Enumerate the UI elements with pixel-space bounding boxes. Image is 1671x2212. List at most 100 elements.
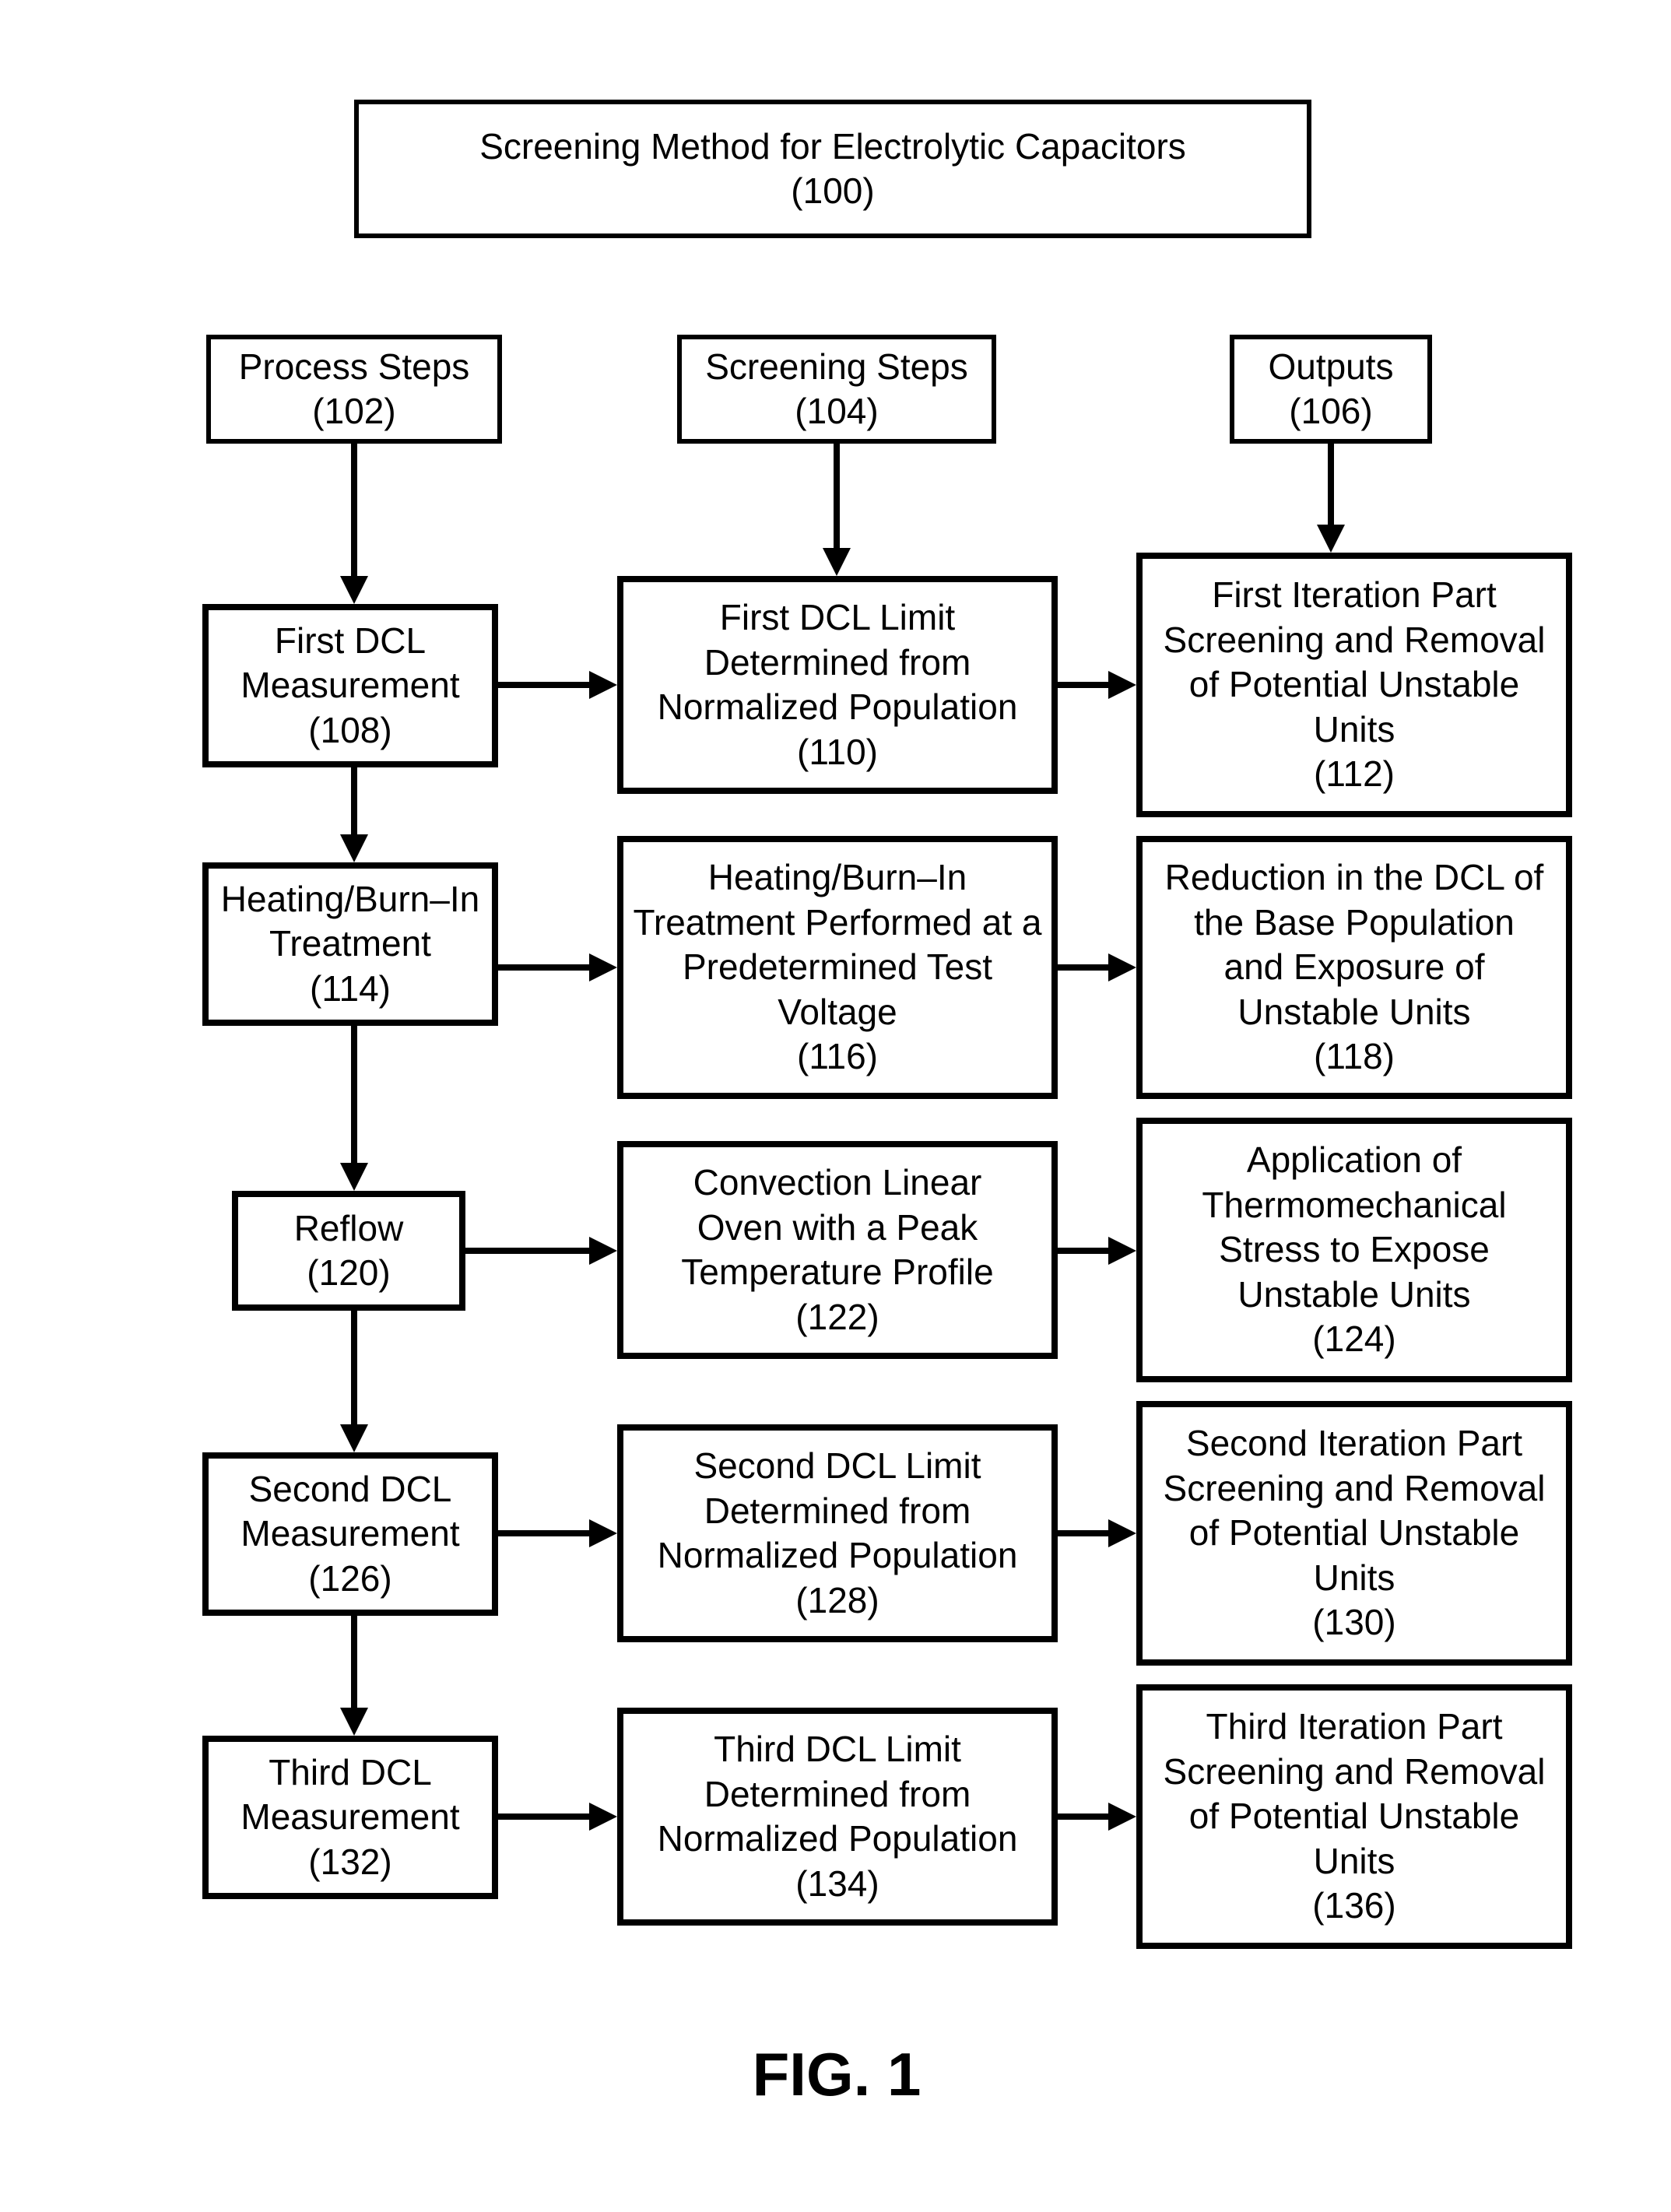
- box-text-line: (120): [307, 1251, 390, 1296]
- box-text-line: and Exposure of: [1223, 945, 1484, 990]
- box-text-line: Stress to Expose: [1219, 1227, 1490, 1273]
- box-text-line: Units: [1314, 1556, 1395, 1601]
- box-text-line: of Potential Unstable: [1189, 1794, 1520, 1839]
- box-text-line: Reflow: [294, 1206, 404, 1252]
- arrow-head: [340, 1424, 368, 1452]
- box-text-line: (134): [795, 1862, 879, 1907]
- box-text-line: (100): [791, 169, 874, 214]
- box-text-line: (112): [1314, 752, 1395, 797]
- arrow-head: [823, 548, 851, 576]
- box-text-line: Reduction in the DCL of: [1165, 855, 1544, 901]
- box-text-line: (128): [795, 1578, 879, 1624]
- box-text-line: Third DCL Limit: [714, 1727, 961, 1772]
- box-text-line: Screening Method for Electrolytic Capaci…: [479, 125, 1186, 170]
- title-box: Screening Method for Electrolytic Capaci…: [354, 100, 1311, 238]
- box-text-line: Measurement: [240, 1795, 459, 1840]
- heating-burnin: Heating/Burn–InTreatment(114): [202, 862, 498, 1026]
- box-text-line: Unstable Units: [1237, 1273, 1470, 1318]
- box-text-line: Outputs: [1268, 345, 1393, 390]
- box-text-line: Screening and Removal: [1164, 618, 1546, 663]
- box-text-line: Treatment Performed at a: [634, 901, 1042, 946]
- reduction-dcl-output: Reduction in the DCL ofthe Base Populati…: [1136, 836, 1572, 1099]
- arrow-head: [1108, 1803, 1136, 1831]
- arrow-head: [589, 1519, 617, 1547]
- arrow-head: [1108, 1519, 1136, 1547]
- box-text-line: Screening and Removal: [1164, 1466, 1546, 1512]
- second-iteration-output: Second Iteration PartScreening and Remov…: [1136, 1401, 1572, 1666]
- box-text-line: (122): [795, 1295, 879, 1340]
- arrow-head: [589, 1237, 617, 1265]
- box-text-line: Thermomechanical: [1202, 1183, 1506, 1228]
- box-text-line: Heating/Burn–In: [221, 877, 479, 922]
- arrow-head: [1108, 1237, 1136, 1265]
- box-text-line: of Potential Unstable: [1189, 1511, 1520, 1556]
- box-text-line: Temperature Profile: [681, 1250, 993, 1295]
- reflow: Reflow(120): [232, 1191, 465, 1311]
- arrow-head: [340, 576, 368, 604]
- box-text-line: First DCL: [275, 619, 426, 664]
- third-iteration-output: Third Iteration PartScreening and Remova…: [1136, 1684, 1572, 1949]
- box-text-line: (132): [308, 1840, 391, 1885]
- arrow-head: [589, 953, 617, 981]
- box-text-line: Third DCL: [269, 1750, 432, 1796]
- box-text-line: Convection Linear: [693, 1160, 982, 1206]
- box-text-line: Treatment: [269, 922, 431, 967]
- box-text-line: Units: [1314, 1839, 1395, 1884]
- box-text-line: Normalized Population: [658, 1817, 1018, 1862]
- first-iteration-output: First Iteration PartScreening and Remova…: [1136, 553, 1572, 817]
- box-text-line: (104): [795, 389, 878, 434]
- box-text-line: Second DCL: [249, 1467, 452, 1512]
- figure-label: FIG. 1: [669, 2039, 1004, 2110]
- box-text-line: Normalized Population: [658, 685, 1018, 730]
- outputs: Outputs(106): [1230, 335, 1432, 444]
- third-dcl-limit: Third DCL LimitDetermined fromNormalized…: [617, 1708, 1058, 1926]
- arrow-head: [589, 671, 617, 699]
- box-text-line: (110): [797, 730, 878, 775]
- box-text-line: Voltage: [778, 990, 897, 1035]
- arrow-head: [1317, 525, 1345, 553]
- arrow-head: [340, 834, 368, 862]
- box-text-line: Measurement: [240, 1512, 459, 1557]
- box-text-line: Normalized Population: [658, 1533, 1018, 1578]
- box-text-line: Second Iteration Part: [1186, 1421, 1522, 1466]
- box-text-line: Second DCL Limit: [693, 1444, 981, 1489]
- arrow-head: [340, 1708, 368, 1736]
- box-text-line: (136): [1312, 1884, 1395, 1929]
- box-text-line: (130): [1312, 1600, 1395, 1645]
- arrow-head: [1108, 671, 1136, 699]
- box-text-line: Process Steps: [239, 345, 470, 390]
- box-text-line: Units: [1314, 707, 1395, 753]
- box-text-line: (126): [308, 1557, 391, 1602]
- box-text-line: Screening and Removal: [1164, 1750, 1546, 1795]
- box-text-line: Determined from: [704, 641, 971, 686]
- box-text-line: Third Iteration Part: [1206, 1705, 1503, 1750]
- arrow-head: [589, 1803, 617, 1831]
- first-dcl-measurement: First DCLMeasurement(108): [202, 604, 498, 767]
- box-text-line: Measurement: [240, 663, 459, 708]
- box-text-line: Determined from: [704, 1772, 971, 1817]
- box-text-line: (102): [312, 389, 395, 434]
- first-dcl-limit: First DCL LimitDetermined fromNormalized…: [617, 576, 1058, 794]
- third-dcl-measurement: Third DCLMeasurement(132): [202, 1736, 498, 1899]
- box-text-line: Unstable Units: [1237, 990, 1470, 1035]
- box-text-line: (124): [1312, 1317, 1395, 1362]
- box-text-line: Predetermined Test: [683, 945, 992, 990]
- box-text-line: of Potential Unstable: [1189, 662, 1520, 707]
- second-dcl-measurement: Second DCLMeasurement(126): [202, 1452, 498, 1616]
- box-text-line: (114): [310, 967, 391, 1012]
- box-text-line: Screening Steps: [705, 345, 968, 390]
- box-text-line: (106): [1289, 389, 1372, 434]
- box-text-line: Application of: [1247, 1138, 1462, 1183]
- arrow-head: [1108, 953, 1136, 981]
- thermomechanical-output: Application ofThermomechanicalStress to …: [1136, 1118, 1572, 1382]
- second-dcl-limit: Second DCL LimitDetermined fromNormalize…: [617, 1424, 1058, 1642]
- box-text-line: Oven with a Peak: [697, 1206, 978, 1251]
- box-text-line: First DCL Limit: [720, 595, 955, 641]
- box-text-line: the Base Population: [1194, 901, 1515, 946]
- box-text-line: (108): [308, 708, 391, 753]
- process-steps: Process Steps(102): [206, 335, 502, 444]
- box-text-line: (116): [797, 1034, 878, 1080]
- heating-burnin-desc: Heating/Burn–InTreatment Performed at aP…: [617, 836, 1058, 1099]
- box-text-line: (118): [1314, 1034, 1395, 1080]
- arrow-head: [340, 1163, 368, 1191]
